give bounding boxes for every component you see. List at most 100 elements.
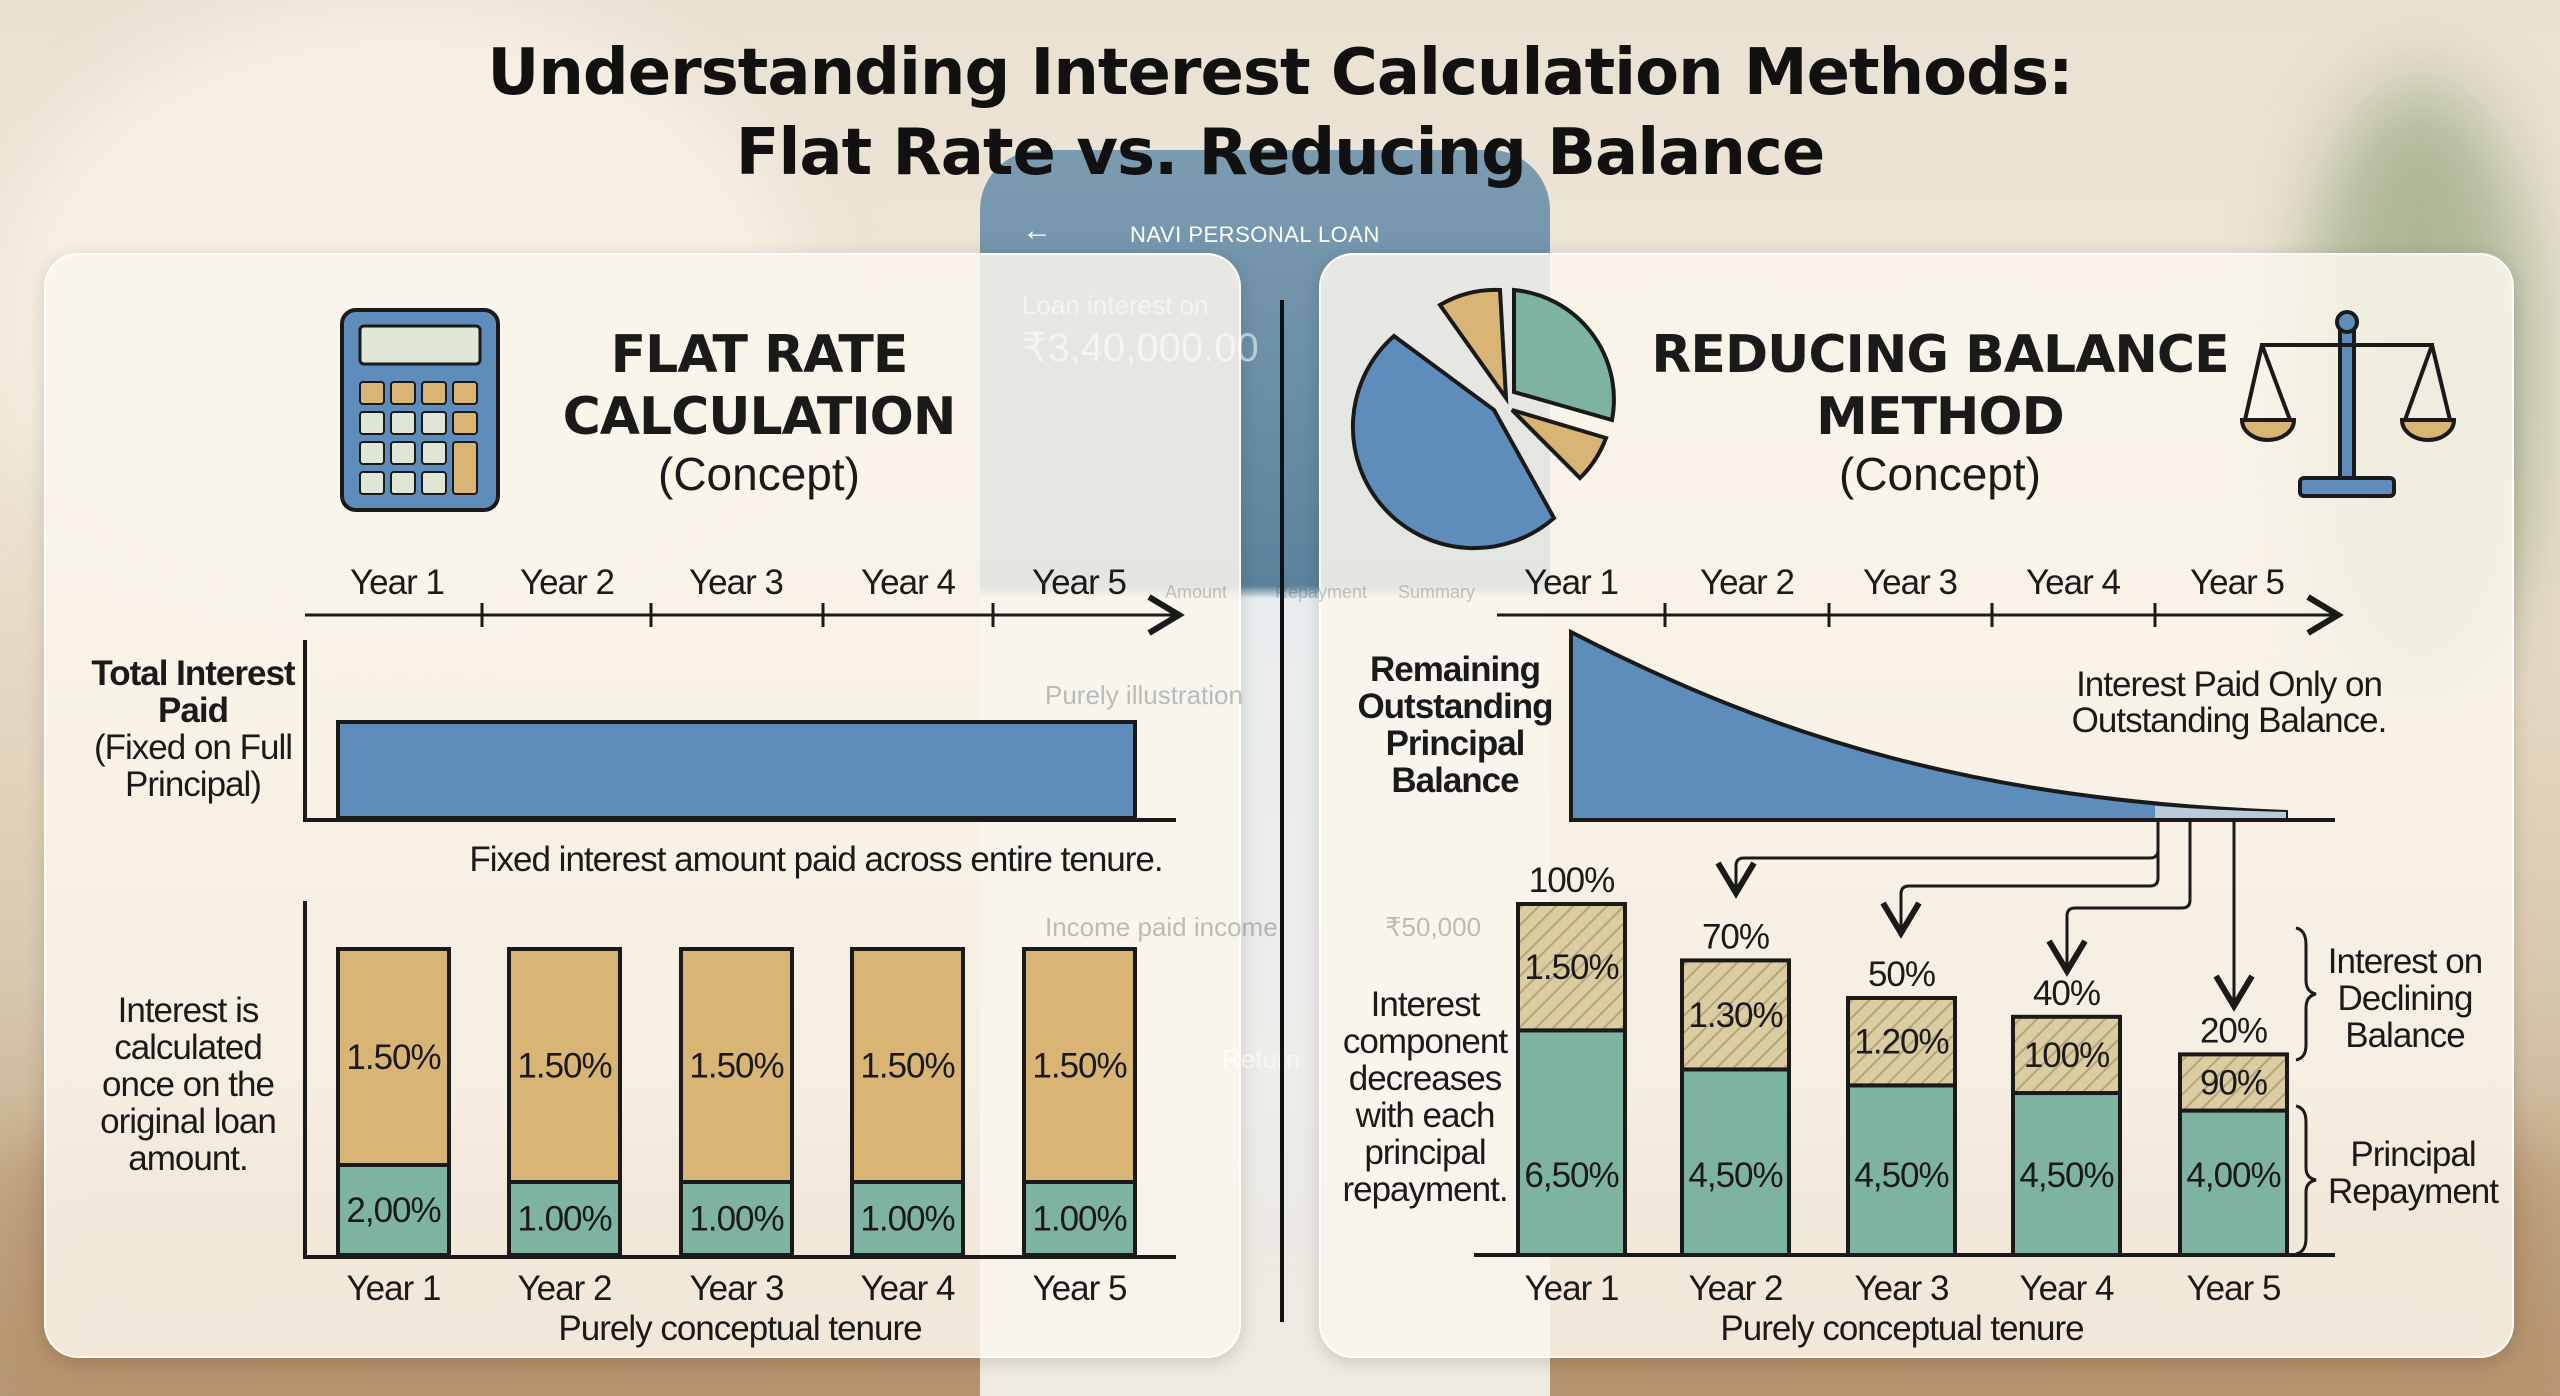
interest-bar-segment xyxy=(679,947,794,1184)
brace-interest-2: Declining xyxy=(2338,979,2473,1018)
phone-tab-repayment: Repayment xyxy=(1275,582,1368,602)
reducing-note-5: principal xyxy=(1364,1133,1485,1172)
interest-bar-segment xyxy=(1846,996,1957,1088)
flat-bar-chart: 1.50% 2,00% Year 1 1.50% 1.00% Year 2 1.50% 1.0… xyxy=(100,901,1176,1348)
calculator-key xyxy=(390,381,416,405)
principal-value-label: 1.00% xyxy=(1032,1200,1126,1239)
principal-bar-segment xyxy=(336,1163,451,1257)
calculator-icon xyxy=(340,308,500,512)
flat-x-caption: Purely conceptual tenure xyxy=(558,1309,921,1348)
total-value-label: 70% xyxy=(1702,917,1769,956)
reducing-note-1: Interest xyxy=(1371,985,1481,1024)
flat-timeline-year-4: Year 4 xyxy=(861,563,955,602)
reducing-note-4: with each xyxy=(1355,1096,1495,1135)
calculator-key xyxy=(452,381,478,405)
phone-header: NAVI PERSONAL LOAN xyxy=(1130,222,1380,247)
flat-subheading: (Concept) xyxy=(658,448,860,500)
calculator-key xyxy=(359,471,385,495)
principal-value-label: 1.00% xyxy=(860,1200,954,1239)
principal-value-label: 1.00% xyxy=(689,1200,783,1239)
brace-interest-3: Balance xyxy=(2345,1016,2464,1055)
reducing-timeline: Year 1 Year 2 Year 3 Year 4 Year 5 xyxy=(1497,563,2344,636)
phone-button: Return xyxy=(1222,1044,1301,1074)
x-tick-label: Year 1 xyxy=(1525,1269,1619,1308)
balance-label-3: Principal xyxy=(1386,724,1525,763)
brace-principal-1: Principal xyxy=(2350,1135,2475,1174)
calculator-key xyxy=(390,471,416,495)
principal-bar-segment xyxy=(1846,1083,1957,1257)
principal-value-label: 4,00% xyxy=(2186,1156,2280,1195)
reducing-timeline-year-3: Year 3 xyxy=(1863,563,1957,602)
principal-value-label: 4,50% xyxy=(2019,1156,2113,1195)
x-tick-label: Year 2 xyxy=(518,1269,612,1308)
interest-bar-segment xyxy=(2011,1014,2122,1096)
total-label-3: (Fixed on Full xyxy=(94,728,292,767)
x-tick-label: Year 4 xyxy=(861,1269,955,1308)
phone-amount: ₹3,40,000.00 xyxy=(1022,326,1259,370)
calculator-key xyxy=(452,411,478,435)
reducing-heading-2: METHOD xyxy=(1816,387,2064,447)
calculator-key xyxy=(421,381,447,405)
interest-bar-segment xyxy=(336,947,451,1167)
phone-row1: Purely illustration xyxy=(1045,680,1243,710)
brace-principal-icon xyxy=(2295,1104,2317,1256)
reducing-bar-chart: 1.50% 6,50% 100% Year 1 1.30% 4,50% 70% Year 2 1… xyxy=(1342,861,2500,1348)
flat-heading-1: FLAT RATE xyxy=(611,325,908,385)
interest-bar-segment xyxy=(507,947,622,1184)
principal-value-label: 4,50% xyxy=(1854,1156,1948,1195)
principal-bar-segment xyxy=(507,1180,622,1257)
flat-note-4: original loan xyxy=(100,1102,276,1141)
pie-chart-icon xyxy=(1350,287,1616,551)
flat-timeline-year-1: Year 1 xyxy=(350,563,444,602)
page-title-line2: Flat Rate vs. Reducing Balance xyxy=(735,116,1825,190)
interest-bar-segment xyxy=(2178,1052,2289,1113)
principal-bar-segment xyxy=(679,1180,794,1257)
calculator-key xyxy=(359,441,385,465)
flat-note-1: Interest is xyxy=(118,991,259,1030)
calculator-key xyxy=(421,471,447,495)
phone-tab-summary: Summary xyxy=(1398,582,1476,602)
balance-note-2: Outstanding Balance. xyxy=(2072,701,2387,740)
flat-heading-2: CALCULATION xyxy=(563,387,956,447)
brace-principal-2: Repayment xyxy=(2328,1172,2499,1211)
total-value-label: 100% xyxy=(1529,861,1615,900)
reducing-heading-1: REDUCING BALANCE xyxy=(1651,325,2228,385)
interest-value-label: 1.50% xyxy=(346,1038,440,1077)
interest-bar-segment xyxy=(1516,902,1627,1033)
total-interest-bar xyxy=(336,720,1137,820)
flat-note-5: amount. xyxy=(128,1139,247,1178)
calculator-key xyxy=(421,441,447,465)
reducing-timeline-year-5: Year 5 xyxy=(2190,563,2284,602)
calculator-key xyxy=(390,441,416,465)
interest-value-label: 1.50% xyxy=(860,1047,954,1086)
arrow-left-icon: ← xyxy=(1022,214,1052,247)
interest-value-label: 1.50% xyxy=(517,1047,611,1086)
interest-value-label: 1.50% xyxy=(1524,948,1618,987)
reducing-note-3: decreases xyxy=(1349,1059,1502,1098)
reducing-note-6: repayment. xyxy=(1342,1170,1507,1209)
reducing-timeline-year-2: Year 2 xyxy=(1700,563,1794,602)
reducing-balance-curve: Remaining Outstanding Principal Balance … xyxy=(1357,628,2387,822)
interest-value-label: 1.50% xyxy=(1032,1047,1126,1086)
balance-label-2: Outstanding xyxy=(1357,687,1552,726)
total-value-label: 40% xyxy=(2033,974,2100,1013)
total-label-2: Paid xyxy=(158,691,228,730)
reducing-x-caption: Purely conceptual tenure xyxy=(1720,1309,2083,1348)
phone-row2: Income paid income xyxy=(1045,912,1278,942)
interest-value-label: 1.50% xyxy=(689,1047,783,1086)
connector-arrows xyxy=(1715,820,2255,1012)
principal-value-label: 4,50% xyxy=(1688,1156,1782,1195)
flat-timeline-year-3: Year 3 xyxy=(689,563,783,602)
reducing-timeline-year-1: Year 1 xyxy=(1524,563,1618,602)
principal-bar-segment xyxy=(850,1180,965,1257)
page-title-line1: Understanding Interest Calculation Metho… xyxy=(487,36,2073,110)
total-value-label: 20% xyxy=(2200,1011,2267,1050)
total-label-1: Total Interest xyxy=(91,654,296,693)
calculator-key xyxy=(359,381,385,405)
flat-timeline-year-2: Year 2 xyxy=(520,563,614,602)
principal-bar-segment xyxy=(1022,1180,1137,1257)
x-tick-label: Year 5 xyxy=(2187,1269,2281,1308)
balance-note-1: Interest Paid Only on xyxy=(2076,665,2382,704)
total-caption: Fixed interest amount paid across entire… xyxy=(469,840,1162,879)
principal-value-label: 6,50% xyxy=(1524,1156,1618,1195)
